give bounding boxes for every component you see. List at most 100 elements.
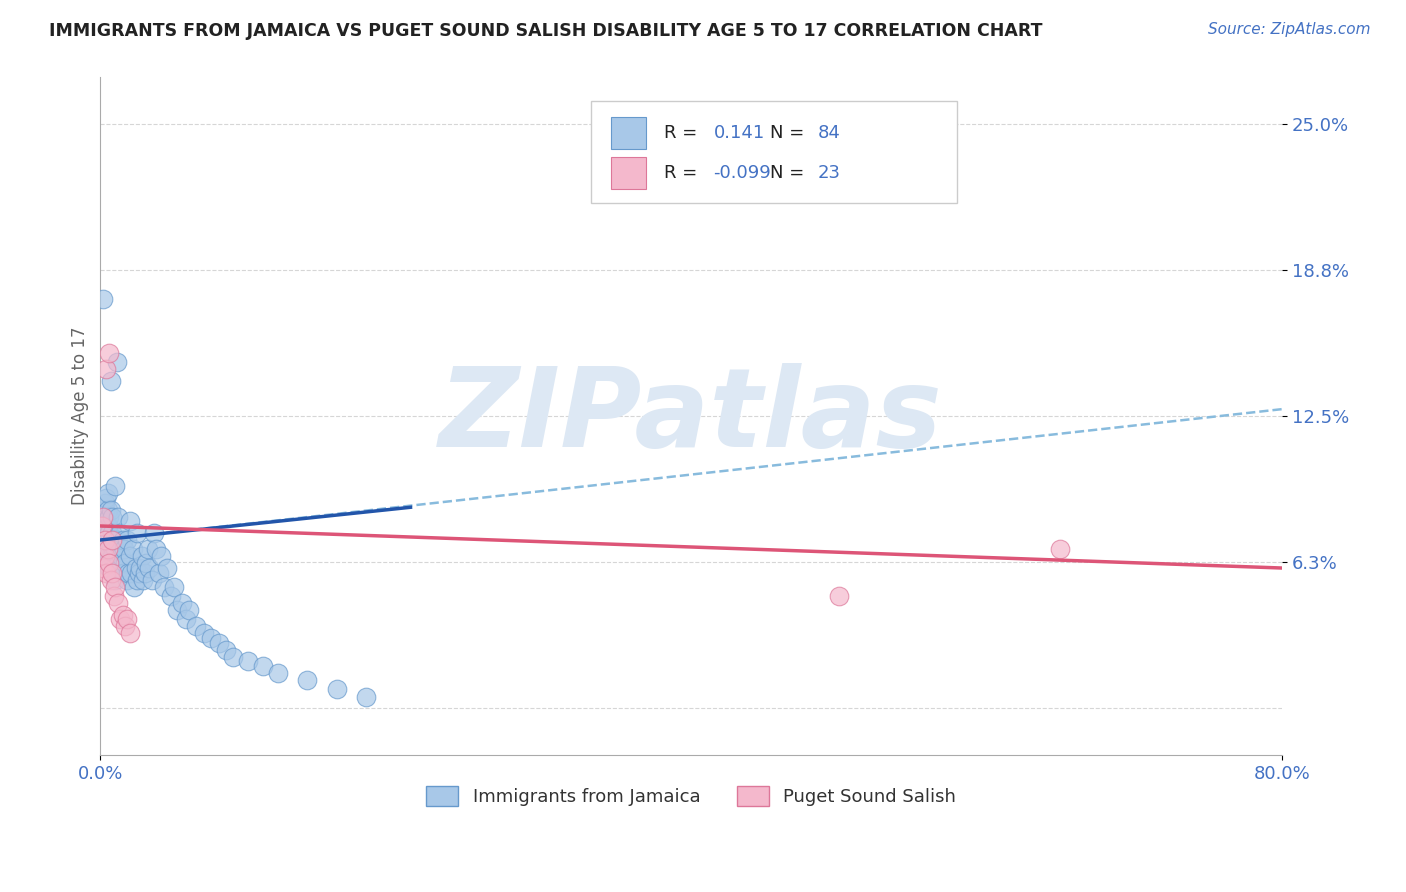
Point: [91, 293, 114, 307]
Point: [96, 542, 118, 557]
Point: [91, 509, 114, 524]
Point: [98, 509, 121, 524]
Text: ZIPatlas: ZIPatlas: [439, 363, 943, 470]
Text: 0.141: 0.141: [714, 124, 765, 142]
Point: [112, 542, 135, 557]
Point: [94, 538, 117, 552]
Point: [125, 561, 148, 575]
Point: [828, 589, 851, 603]
Point: [98, 346, 121, 360]
Point: [101, 509, 124, 524]
Point: [128, 566, 150, 580]
Point: [170, 596, 193, 610]
Point: [111, 607, 134, 622]
Point: [134, 566, 156, 580]
Point: [266, 666, 288, 681]
Point: [132, 573, 155, 587]
Point: [186, 619, 208, 633]
Point: [129, 561, 152, 575]
Point: [97, 549, 120, 564]
Point: [96, 362, 118, 376]
Point: [101, 533, 124, 547]
Point: [97, 519, 120, 533]
Point: [207, 636, 229, 650]
Point: [111, 533, 134, 547]
Point: [160, 589, 183, 603]
Point: [200, 631, 222, 645]
Text: IMMIGRANTS FROM JAMAICA VS PUGET SOUND SALISH DISABILITY AGE 5 TO 17 CORRELATION: IMMIGRANTS FROM JAMAICA VS PUGET SOUND S…: [49, 22, 1043, 40]
Point: [103, 589, 125, 603]
Point: [120, 566, 142, 580]
Point: [127, 526, 149, 541]
Point: [100, 573, 122, 587]
Point: [98, 557, 121, 571]
Point: [135, 557, 157, 571]
Text: Source: ZipAtlas.com: Source: ZipAtlas.com: [1208, 22, 1371, 37]
Point: [215, 642, 238, 657]
Point: [148, 566, 170, 580]
Point: [107, 509, 129, 524]
Point: [108, 561, 131, 575]
Y-axis label: Disability Age 5 to 17: Disability Age 5 to 17: [72, 327, 89, 506]
Point: [138, 561, 160, 575]
Point: [94, 495, 117, 509]
Point: [104, 573, 127, 587]
Point: [96, 533, 118, 547]
Point: [295, 673, 318, 687]
Point: [104, 542, 127, 557]
Point: [111, 566, 134, 580]
Point: [142, 526, 165, 541]
Point: [90, 519, 112, 533]
Point: [100, 374, 122, 388]
Point: [91, 561, 114, 575]
Point: [107, 596, 129, 610]
Point: [104, 580, 127, 594]
Bar: [610, 157, 647, 189]
Point: [94, 502, 117, 516]
Point: [118, 514, 141, 528]
Point: [98, 526, 121, 541]
Point: [325, 682, 347, 697]
Point: [118, 549, 141, 564]
Point: [236, 655, 259, 669]
Point: [124, 580, 146, 594]
Point: [94, 533, 117, 547]
Point: [166, 603, 188, 617]
FancyBboxPatch shape: [591, 101, 957, 202]
Point: [101, 566, 124, 580]
Text: N =: N =: [770, 164, 810, 182]
Text: R =: R =: [664, 124, 703, 142]
Point: [115, 612, 138, 626]
Point: [105, 533, 128, 547]
Point: [114, 619, 136, 633]
Point: [252, 659, 274, 673]
Point: [117, 566, 139, 580]
Point: [110, 549, 132, 564]
Point: [222, 649, 245, 664]
Point: [153, 580, 176, 594]
Point: [131, 549, 153, 564]
Text: 23: 23: [817, 164, 841, 182]
Point: [177, 603, 200, 617]
Point: [96, 514, 118, 528]
Bar: [610, 117, 647, 149]
Point: [136, 542, 159, 557]
Text: 84: 84: [817, 124, 841, 142]
Point: [115, 573, 138, 587]
Point: [96, 491, 118, 505]
Point: [94, 526, 117, 541]
Point: [100, 502, 122, 516]
Point: [193, 626, 215, 640]
Point: [149, 549, 172, 564]
Text: N =: N =: [770, 124, 810, 142]
Point: [107, 538, 129, 552]
Point: [145, 542, 167, 557]
Point: [156, 561, 179, 575]
Text: R =: R =: [664, 164, 703, 182]
Point: [108, 612, 131, 626]
Legend: Immigrants from Jamaica, Puget Sound Salish: Immigrants from Jamaica, Puget Sound Sal…: [419, 779, 963, 814]
Point: [97, 486, 120, 500]
Point: [103, 533, 125, 547]
Point: [103, 561, 125, 575]
Point: [118, 626, 141, 640]
